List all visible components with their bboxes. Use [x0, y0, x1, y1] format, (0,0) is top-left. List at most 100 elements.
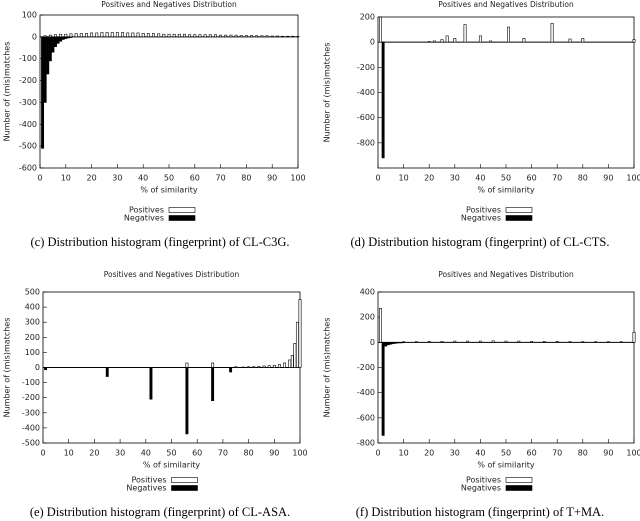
x-axis-label: % of similarity [477, 461, 535, 470]
bar [394, 342, 398, 344]
y-tick-label: 0 [370, 38, 375, 47]
y-tick-label: -200 [19, 76, 37, 85]
plot-frame [377, 291, 635, 444]
bar [379, 308, 383, 343]
bar [183, 33, 186, 38]
bar [568, 38, 572, 43]
caption: (d) Distribution histogram (fingerprint)… [351, 235, 610, 249]
bar [463, 24, 467, 43]
bar [542, 341, 546, 343]
x-tick-label: 80 [244, 449, 254, 458]
bar [54, 36, 57, 47]
bar [177, 33, 181, 38]
legend-swatch [168, 215, 196, 221]
bar [399, 342, 403, 344]
bar [262, 365, 266, 368]
legend-swatch [505, 207, 533, 213]
x-tick-label: 90 [603, 174, 613, 183]
bar [594, 341, 598, 343]
bar [213, 34, 217, 38]
legend-label: Negatives [126, 484, 166, 493]
bar [427, 41, 431, 43]
y-tick-label: 0 [32, 32, 37, 41]
x-tick-label: 10 [61, 174, 71, 183]
y-tick-label: -800 [357, 439, 375, 448]
bar [384, 342, 388, 347]
bar [381, 41, 385, 159]
bar [427, 341, 431, 343]
bar [229, 34, 233, 38]
bar [198, 34, 202, 38]
bar [252, 366, 256, 368]
y-axis-label: Number of (mis)matches [323, 43, 332, 143]
bar [619, 341, 623, 343]
x-tick-label: 70 [552, 449, 562, 458]
y-tick-label: 200 [360, 13, 375, 22]
legend-swatch [171, 485, 198, 491]
x-tick-label: 0 [375, 174, 380, 183]
bar [131, 32, 135, 38]
bar [208, 34, 212, 38]
x-tick-label: 10 [399, 174, 409, 183]
plot-frame [377, 16, 635, 169]
bar [453, 340, 457, 343]
bar [203, 34, 207, 38]
x-tick-label: 0 [375, 449, 380, 458]
y-tick-label: -800 [357, 138, 375, 147]
bar [193, 34, 197, 38]
bar [224, 34, 228, 38]
bar [489, 40, 493, 43]
y-axis-label: Number of (mis)matches [323, 318, 332, 418]
bar [110, 32, 114, 38]
bar [632, 39, 636, 43]
x-axis-label: % of similarity [140, 186, 198, 195]
y-tick-label: -400 [357, 88, 375, 97]
y-tick-label: -200 [357, 63, 375, 72]
x-tick-label: 0 [37, 174, 42, 183]
bar [172, 33, 176, 38]
x-tick-label: 20 [424, 449, 434, 458]
bar [275, 35, 279, 38]
bar [379, 16, 383, 43]
bar [568, 341, 572, 343]
bar [397, 342, 400, 344]
bar [105, 32, 109, 38]
y-tick-label: 0 [370, 338, 375, 347]
bar [162, 33, 166, 38]
x-axis-label: % of similarity [477, 186, 535, 195]
x-tick-label: 40 [475, 174, 485, 183]
legend-swatch [505, 485, 533, 491]
x-tick-label: 40 [475, 449, 485, 458]
bar [478, 340, 482, 343]
x-tick-label: 10 [399, 449, 409, 458]
bar [234, 34, 238, 38]
bar [414, 341, 418, 343]
bar [149, 367, 153, 400]
bar [257, 365, 261, 368]
bar [453, 38, 457, 43]
bar [265, 35, 269, 38]
x-tick-label: 90 [267, 174, 277, 183]
y-tick-label: -200 [22, 393, 40, 402]
bar [95, 32, 99, 38]
bar [46, 36, 50, 75]
bar [267, 365, 271, 368]
bar [157, 33, 161, 38]
bar [247, 366, 251, 368]
bar [298, 299, 302, 368]
bar [64, 33, 68, 38]
bar [167, 33, 171, 38]
caption: (e) Distribution histogram (fingerprint)… [30, 505, 290, 519]
x-tick-label: 0 [40, 449, 45, 458]
x-axis-label: % of similarity [143, 461, 201, 470]
y-tick-label: -400 [19, 120, 37, 129]
bar [550, 22, 554, 43]
y-tick-label: 400 [25, 303, 40, 312]
y-tick-label: -200 [357, 363, 375, 372]
bar [90, 32, 94, 38]
bar [51, 36, 55, 53]
bar [432, 40, 436, 43]
bar [185, 367, 189, 435]
bar [391, 342, 395, 344]
x-tick-label: 50 [501, 174, 511, 183]
